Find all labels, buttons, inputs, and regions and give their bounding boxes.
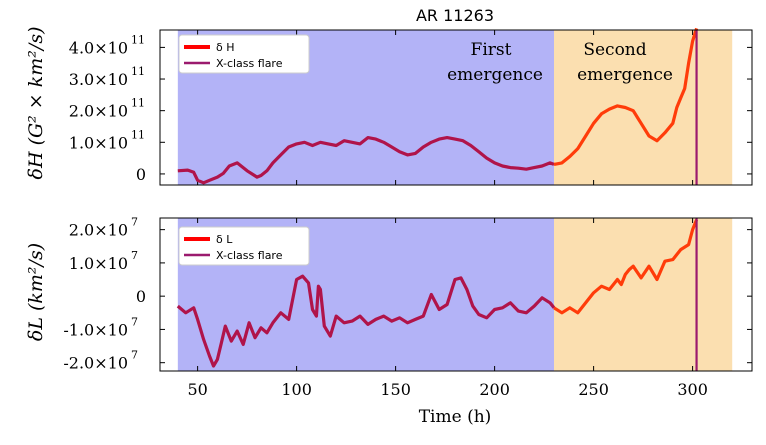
y-tick-exponent: 7 (131, 349, 138, 362)
y-tick-label: 0 (136, 287, 146, 306)
panel-delta-h: 4.0×10 113.0×10 112.0×10 111.0×10 110 First … (25, 27, 753, 186)
phase-label-second-2: emergence (577, 65, 673, 85)
y-tick-label: 3.0×10 (69, 70, 128, 89)
x-tick-label: 250 (578, 380, 609, 399)
x-tick-label: 150 (380, 380, 411, 399)
series-line-second (553, 27, 699, 166)
phase-region-second (554, 218, 733, 371)
series-line-first (177, 136, 555, 185)
y-tick-label: 1.0×10 (69, 133, 128, 152)
y-tick-exponent: 11 (131, 128, 145, 141)
x-tick-label: 300 (677, 380, 708, 399)
y-tick-exponent: 11 (131, 33, 145, 46)
y-axis-ticks: 2.0×10 71.0×10 70-1.0×10 7-2.0×10 7 (63, 216, 752, 373)
y-tick-label: 0 (136, 165, 146, 184)
y-tick-label: 4.0×10 (69, 38, 128, 57)
legend-label-flare: X-class flare (216, 57, 283, 70)
legend: δ L X-class flare (178, 226, 310, 266)
chart-title: AR 11263 (416, 6, 494, 25)
phase-label-second-1: Second (583, 40, 646, 60)
y-tick-label: 1.0×10 (69, 254, 128, 273)
series-line-first (176, 274, 556, 368)
y-tick-exponent: 11 (131, 65, 145, 78)
y-tick-exponent: 7 (131, 216, 138, 229)
panel-delta-l: 2.0×10 71.0×10 70-1.0×10 7-2.0×10 7 50 100 150… (25, 216, 753, 399)
legend-label-series: δ L (216, 233, 233, 246)
series-line-second (553, 219, 699, 315)
y-tick-label: -1.0×10 (63, 320, 128, 339)
x-tick-label: 100 (281, 380, 312, 399)
phase-label-first-2: emergence (447, 65, 543, 85)
legend-label-flare: X-class flare (216, 249, 283, 262)
y-axis-label: δL (km²/s) (25, 243, 47, 341)
y-tick-label: -2.0×10 (63, 354, 128, 373)
y-tick-label: 2.0×10 (69, 221, 128, 240)
phase-region-second (554, 30, 733, 185)
x-tick-label: 200 (479, 380, 510, 399)
y-axis-ticks: 4.0×10 113.0×10 112.0×10 111.0×10 110 (69, 33, 752, 184)
phase-label-first-1: First (471, 40, 512, 60)
x-tick-label: 50 (187, 380, 207, 399)
y-tick-exponent: 7 (131, 249, 138, 262)
y-tick-exponent: 7 (131, 315, 138, 328)
x-axis-ticks: 50 100 150 200 250 300 (187, 218, 708, 399)
plot-frame (159, 217, 753, 372)
x-axis-label: Time (h) (419, 407, 492, 427)
y-tick-label: 2.0×10 (69, 102, 128, 121)
y-tick-exponent: 11 (131, 97, 145, 110)
legend-label-series: δ H (216, 41, 235, 54)
legend: δ H X-class flare (178, 34, 310, 74)
y-axis-label: δH (G² × km²/s) (25, 27, 47, 180)
plot-frame (159, 29, 753, 186)
